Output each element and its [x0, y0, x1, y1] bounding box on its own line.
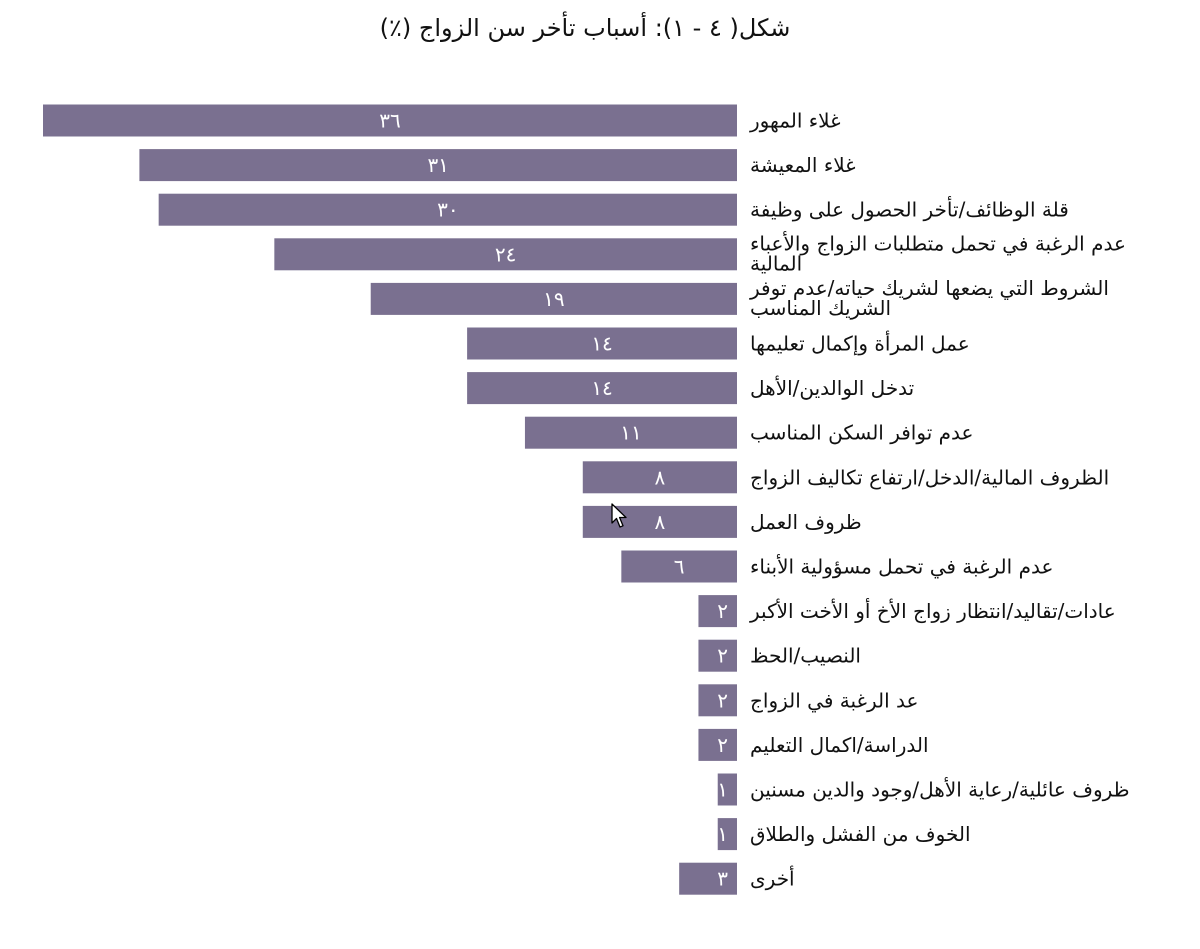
bar-value-label: ٨ [655, 510, 666, 534]
bar-7 [524, 416, 737, 449]
category-label: تدخل الوالدين/الأهل [750, 376, 914, 400]
bar-16 [717, 818, 737, 851]
bar-13 [698, 684, 737, 717]
bar-value-label: ٦ [674, 555, 685, 579]
bar-5 [467, 327, 737, 360]
category-label: الشروط التي يضعها لشريك حياته/عدم توفر ال… [749, 276, 1109, 320]
category-label: أخرى [750, 866, 795, 891]
category-label: عمل المرأة وإكمال تعليمها [750, 331, 970, 357]
category-label: غلاء المهور [749, 109, 841, 133]
category-label: عدم توافر السكن المناسب [750, 421, 973, 445]
chart-title: شكل( ٤ - ١): أسباب تأخر سن الزواج (٪) [379, 14, 791, 42]
bar-value-label: ٣٠ [437, 198, 458, 222]
bar-6 [467, 372, 737, 405]
bar-3 [274, 238, 737, 271]
category-label: النصيب/الحظ [750, 644, 861, 668]
category-label: عدم الرغبة في تحمل مسؤولية الأبناء [750, 555, 1053, 580]
category-label: قلة الوظائف/تأخر الحصول على وظيفة [750, 196, 1069, 222]
bar-value-label: ٢ [717, 733, 728, 757]
bar-1 [139, 149, 737, 182]
bar-9 [582, 505, 737, 538]
bar-11 [698, 595, 737, 628]
bar-value-label: ٢٤ [495, 242, 516, 266]
bar-value-label: ٢ [717, 644, 728, 668]
category-label: ظروف عائلية/رعاية الأهل/وجود والدين مسني… [750, 778, 1130, 802]
bar-15 [717, 773, 737, 806]
category-label: عادات/تقاليد/انتظار زواج الأخ أو الأخت ا… [749, 598, 1116, 623]
category-label: الخوف من الفشل والطلاق [750, 822, 971, 846]
category-label: الظروف المالية/الدخل/ارتفاع تكاليف الزوا… [750, 465, 1109, 489]
bar-12 [698, 639, 737, 672]
bar-value-label: ٣٦ [379, 109, 400, 133]
bar-17 [679, 862, 737, 895]
bar-value-label: ٢ [717, 599, 728, 623]
bar-2 [158, 193, 737, 226]
category-label: الدراسة/اكمال التعليم [750, 733, 929, 757]
bar-value-label: ٣ [717, 867, 728, 891]
bar-4 [370, 282, 737, 315]
category-label: عدم الرغبة في تحمل متطلبات الزواج والأعب… [750, 231, 1126, 275]
bar-10 [621, 550, 737, 583]
bar-value-label: ٢ [717, 688, 728, 712]
bar-value-label: ١ [717, 822, 728, 846]
bar-value-label: ١٤ [591, 332, 612, 356]
bar-14 [698, 728, 737, 761]
bar-value-label: ١١ [620, 421, 641, 445]
category-label: عد الرغبة في الزواج [750, 688, 918, 713]
bar-value-label: ١٩ [543, 287, 564, 311]
bar-value-label: ٨ [655, 465, 666, 489]
bar-0 [43, 104, 737, 137]
bar-value-label: ١٤ [591, 376, 612, 400]
category-label: ظروف العمل [750, 510, 862, 534]
category-label: غلاء المعيشة [750, 153, 856, 177]
bar-value-label: ١ [717, 778, 728, 802]
mouse-cursor-icon [611, 503, 627, 528]
bar-8 [582, 461, 737, 494]
bar-value-label: ٣١ [427, 153, 448, 177]
